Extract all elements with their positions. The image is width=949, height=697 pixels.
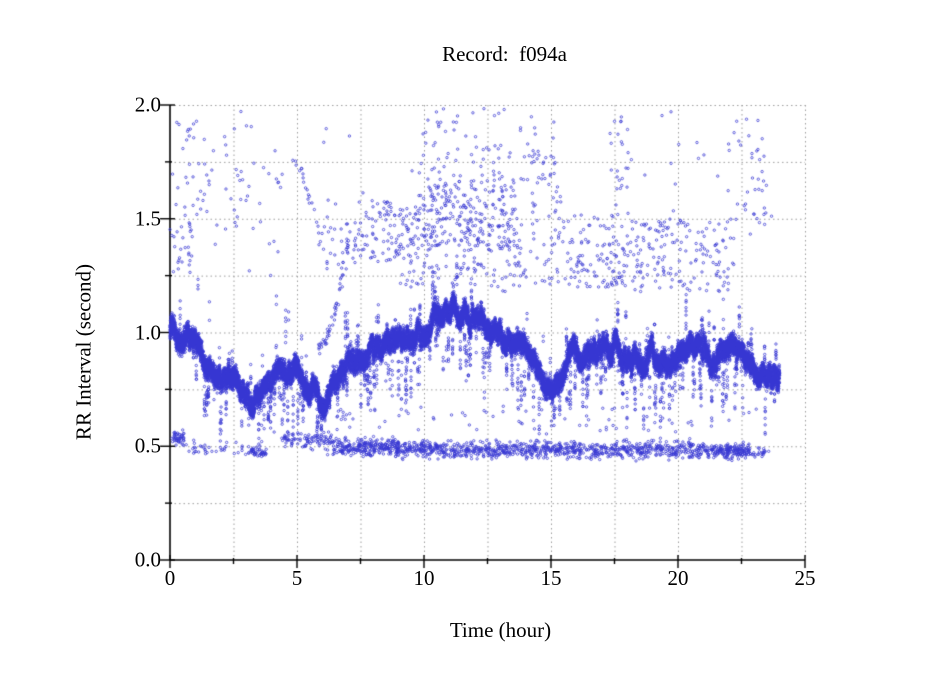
x-tick-label: 20 [667, 566, 689, 590]
x-tick-label: 0 [164, 566, 176, 590]
y-axis-label: RR Interval (second) [71, 263, 96, 441]
y-tick-label: 0.0 [134, 547, 161, 572]
x-axis-label: Time (hour) [449, 618, 552, 642]
x-tick-label: 15 [540, 566, 562, 590]
y-tick-label: 0.5 [134, 433, 161, 458]
x-tick-label: 10 [413, 566, 435, 590]
x-tick-label: 25 [794, 566, 816, 590]
y-tick-label: 2.0 [134, 92, 161, 117]
x-tick-label: 5 [291, 566, 303, 590]
y-tick-label: 1.0 [134, 320, 161, 344]
y-tick-label: 1.5 [134, 206, 161, 231]
